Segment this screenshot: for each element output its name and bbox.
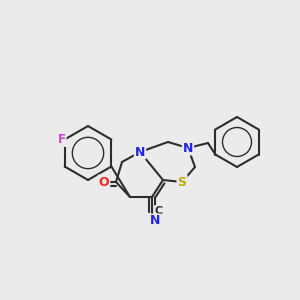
Text: N: N <box>183 142 193 154</box>
Text: N: N <box>135 146 145 158</box>
Text: C: C <box>155 206 163 216</box>
Text: F: F <box>58 133 66 146</box>
Text: S: S <box>178 176 187 188</box>
Text: N: N <box>150 214 160 227</box>
Text: O: O <box>99 176 109 188</box>
